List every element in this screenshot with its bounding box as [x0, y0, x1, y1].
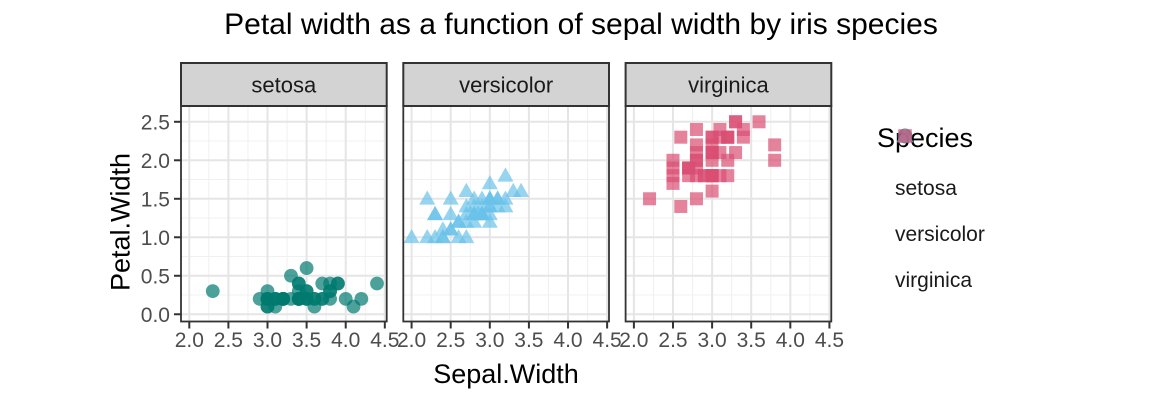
legend-entry-label: versicolor [895, 223, 985, 247]
data-point [705, 153, 719, 167]
data-point [403, 228, 420, 244]
x-tick-label: 2.0 [397, 329, 426, 352]
data-point [427, 228, 444, 244]
y-tick-label: 0.0 [141, 304, 170, 327]
y-tick-label: 2.0 [141, 150, 170, 173]
data-point [450, 213, 467, 228]
data-point [299, 261, 314, 275]
data-point [315, 291, 330, 306]
x-tick-label: 4.0 [331, 329, 360, 352]
data-point [370, 276, 384, 291]
x-tick-label: 3.0 [253, 329, 282, 352]
x-tick-label: 3.5 [737, 329, 766, 352]
legend-entry-label: setosa [895, 177, 957, 201]
y-tick-label: 1.0 [141, 227, 170, 250]
x-tick-label: 4.5 [815, 329, 844, 352]
x-tick-label: 4.5 [593, 329, 622, 352]
x-tick-label: 4.0 [776, 329, 805, 352]
legend-title: Species [877, 123, 974, 153]
data-point [450, 228, 467, 244]
facet-strip [402, 62, 610, 107]
data-point [466, 198, 483, 213]
data-point [752, 115, 766, 129]
data-point [513, 182, 530, 197]
data-point [458, 182, 475, 197]
data-point [768, 138, 782, 152]
x-tick-label: 4.5 [370, 329, 399, 352]
data-point [323, 276, 337, 291]
legend-entry: virginica [877, 129, 985, 296]
data-point [354, 291, 369, 306]
data-point [689, 192, 703, 206]
legend-entry-label: virginica [895, 269, 973, 293]
facet-strip-label: virginica [688, 73, 769, 98]
x-tick-label: 2.0 [619, 329, 648, 352]
y-tick-label: 1.5 [141, 188, 170, 211]
legend-entry: versicolor [877, 127, 985, 250]
x-axis-label: Sepal.Width [433, 359, 579, 389]
x-tick-label: 3.0 [698, 329, 727, 352]
data-point [205, 284, 220, 299]
facet-strip-label: setosa [251, 73, 317, 98]
data-point [466, 205, 483, 221]
data-point [260, 284, 275, 299]
data-point [481, 213, 498, 228]
data-point [689, 122, 703, 136]
data-point [497, 167, 514, 182]
x-tick-label: 2.0 [175, 329, 204, 352]
data-point [643, 192, 657, 206]
data-point [729, 146, 743, 160]
data-point [705, 130, 719, 144]
facet-strip [180, 62, 388, 107]
facet-strip [624, 62, 833, 107]
data-point [481, 175, 498, 190]
x-tick-label: 4.0 [553, 329, 582, 352]
data-point [442, 221, 459, 236]
data-point [442, 190, 459, 205]
x-tick-label: 3.0 [475, 329, 504, 352]
x-tick-label: 2.5 [658, 329, 687, 352]
x-tick-label: 2.5 [436, 329, 465, 352]
data-point [674, 199, 688, 213]
x-tick-label: 2.5 [214, 329, 243, 352]
y-tick-label: 2.5 [141, 111, 170, 134]
legend-key-square-icon [898, 129, 912, 143]
legend: Species setosa versicolor virginica [877, 122, 985, 296]
data-point [481, 198, 498, 213]
data-point [705, 169, 719, 183]
data-point [489, 190, 506, 205]
data-point [682, 161, 696, 175]
data-point [442, 205, 459, 221]
x-tick-label: 3.5 [514, 329, 543, 352]
data-point [419, 190, 436, 205]
data-point [299, 284, 314, 299]
data-point [768, 153, 782, 167]
data-point [721, 130, 735, 144]
data-point [674, 130, 688, 144]
legend-entry: setosa [877, 128, 985, 204]
data-point [736, 130, 750, 144]
data-point [705, 184, 719, 198]
data-point [427, 205, 444, 221]
data-point [284, 291, 298, 306]
facet-strip-label: versicolor [459, 73, 553, 98]
y-tick-label: 0.5 [141, 265, 170, 288]
data-point [666, 161, 680, 175]
legend-entries: setosa versicolor virginica [877, 127, 985, 296]
data-point [729, 115, 743, 129]
plot-title: Petal width as a function of sepal width… [224, 8, 938, 41]
data-point [689, 138, 703, 152]
x-tick-label: 3.5 [292, 329, 321, 352]
